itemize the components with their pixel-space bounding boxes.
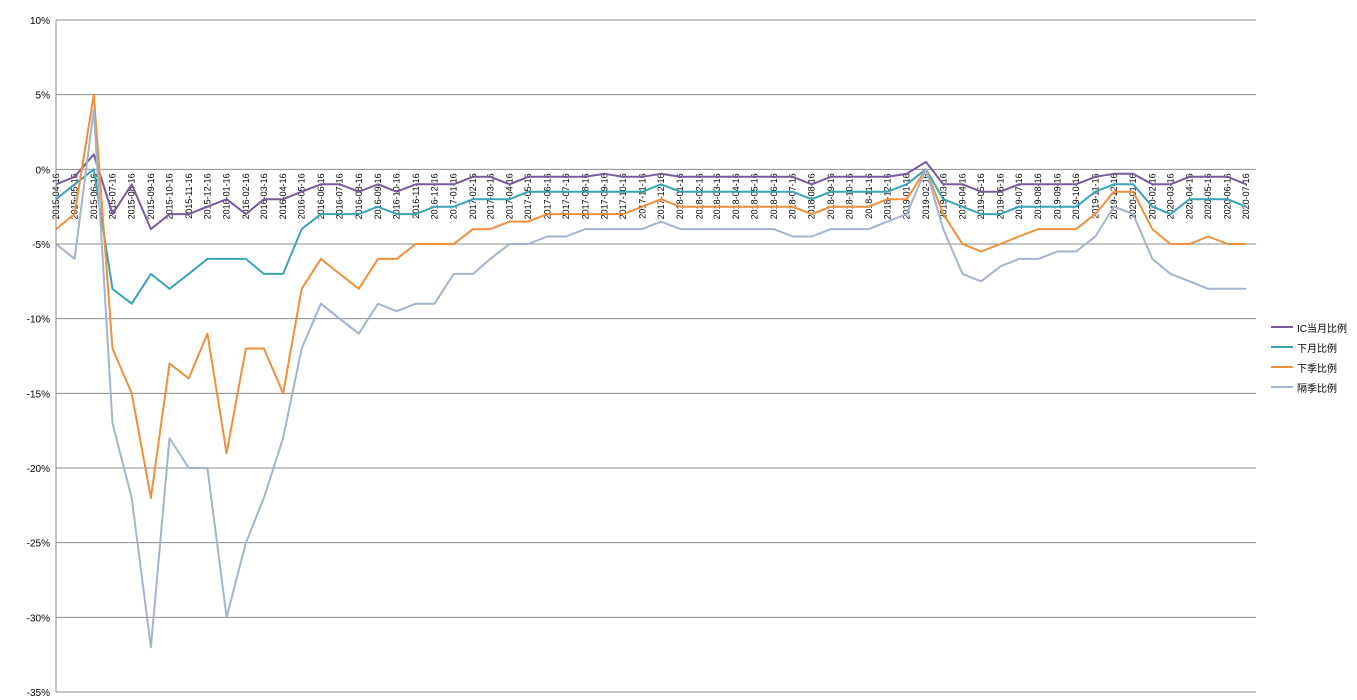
y-tick-label: 10% xyxy=(30,16,50,27)
x-tick-label: 2019-06-16 xyxy=(995,173,1005,219)
y-tick-label: -35% xyxy=(27,688,50,699)
x-tick-label: 2016-01-16 xyxy=(222,173,232,219)
x-tick-label: 2019-11-16 xyxy=(1090,173,1100,218)
y-axis: 10% 5% 0% -5% -10% -15% -20% -25% -30% -35% xyxy=(27,16,50,699)
y-tick-label: -20% xyxy=(27,464,50,475)
x-tick-label: 2015-06-16 xyxy=(89,173,99,219)
x-tick-label: 2018-05-16 xyxy=(750,173,760,219)
x-tick-label: 2018-06-16 xyxy=(769,173,779,219)
x-tick-label: 2017-05-16 xyxy=(523,173,533,219)
x-tick-label: 2018-04-16 xyxy=(731,173,741,219)
x-tick-label: 2016-08-16 xyxy=(354,173,364,219)
x-tick-label: 2018-01-16 xyxy=(675,173,685,219)
x-tick-label: 2019-08-16 xyxy=(1033,173,1043,219)
legend-label: IC当月比例 xyxy=(1297,323,1347,335)
legend-item: 下月比例 xyxy=(1271,337,1357,357)
series-line-3 xyxy=(55,108,1247,649)
legend-label: 下月比例 xyxy=(1297,343,1337,355)
x-tick-label: 2017-08-16 xyxy=(580,173,590,219)
y-tick-label: 5% xyxy=(36,91,51,102)
x-tick-label: 2018-09-16 xyxy=(826,173,836,219)
x-tick-label: 2016-03-16 xyxy=(259,173,269,219)
x-tick-label: 2017-10-16 xyxy=(618,173,628,219)
x-tick-label: 2020-03-16 xyxy=(1165,173,1175,219)
x-tick-label: 2016-10-16 xyxy=(392,173,402,219)
x-tick-label: 2020-01-16 xyxy=(1128,173,1138,219)
x-tick-label: 2015-05-16 xyxy=(70,173,80,219)
x-tick-label: 2019-05-16 xyxy=(976,173,986,219)
y-tick-label: -10% xyxy=(27,315,50,326)
x-tick-label: 2019-10-16 xyxy=(1071,173,1081,219)
series-lines xyxy=(55,93,1247,649)
legend-swatch xyxy=(1271,346,1293,348)
legend-swatch xyxy=(1271,366,1293,368)
x-tick-label: 2020-04-16 xyxy=(1185,173,1195,219)
x-tick-label: 2015-08-16 xyxy=(127,173,137,219)
legend-item: IC当月比例 xyxy=(1271,317,1357,337)
x-tick-label: 2019-12-16 xyxy=(1109,173,1119,219)
x-tick-label: 2018-10-16 xyxy=(845,173,855,219)
x-tick-label: 2016-05-16 xyxy=(297,173,307,219)
x-tick-label: 2020-05-16 xyxy=(1203,173,1213,219)
y-tick-label: -15% xyxy=(27,389,50,400)
x-tick-label: 2019-09-16 xyxy=(1052,173,1062,219)
y-tick-label: -25% xyxy=(27,539,50,550)
x-tick-label: 2016-11-16 xyxy=(411,173,421,218)
x-tick-label: 2016-09-16 xyxy=(373,173,383,219)
legend-item: 隔季比例 xyxy=(1271,377,1357,397)
x-tick-label: 2020-06-16 xyxy=(1222,173,1232,219)
x-tick-label: 2017-04-16 xyxy=(505,173,515,219)
x-tick-label: 2016-02-16 xyxy=(241,173,251,219)
x-tick-label: 2016-06-16 xyxy=(316,173,326,219)
grid-lines xyxy=(56,19,1256,693)
x-tick-label: 2018-11-16 xyxy=(864,173,874,218)
x-tick-label: 2017-06-16 xyxy=(542,173,552,219)
x-tick-label: 2017-03-16 xyxy=(485,173,495,219)
x-tick-label: 2015-10-16 xyxy=(165,173,175,219)
x-tick-label: 2015-11-16 xyxy=(184,173,194,218)
x-tick-label: 2016-04-16 xyxy=(278,173,288,219)
legend-label: 下季比例 xyxy=(1297,363,1337,375)
x-tick-label: 2015-09-16 xyxy=(146,173,156,219)
x-tick-label: 2019-07-16 xyxy=(1014,173,1024,219)
x-tick-label: 2020-07-16 xyxy=(1241,173,1251,219)
x-tick-label: 2015-12-16 xyxy=(202,173,212,219)
series-line-1 xyxy=(55,168,1247,305)
y-tick-label: 0% xyxy=(36,165,51,176)
x-tick-label: 2017-11-16 xyxy=(637,173,647,218)
x-tick-label: 2019-01-16 xyxy=(902,173,912,219)
x-tick-label: 2017-09-16 xyxy=(600,173,610,219)
x-tick-label: 2017-01-16 xyxy=(449,173,459,219)
legend-label: 隔季比例 xyxy=(1297,383,1337,395)
series-line-2 xyxy=(55,93,1247,499)
legend-swatch xyxy=(1271,326,1293,328)
x-tick-label: 2017-12-16 xyxy=(656,173,666,219)
x-tick-label: 2020-02-16 xyxy=(1147,173,1157,219)
x-tick-label: 2019-03-16 xyxy=(938,173,948,219)
x-tick-label: 2015-07-16 xyxy=(107,173,117,219)
x-tick-label: 2018-02-16 xyxy=(694,173,704,219)
x-tick-label: 2019-02-16 xyxy=(921,173,931,219)
x-tick-label: 2018-08-16 xyxy=(807,173,817,219)
legend: IC当月比例 下月比例下季比例隔季比例 xyxy=(1271,317,1357,397)
legend-swatch xyxy=(1271,386,1293,388)
x-tick-label: 2018-07-16 xyxy=(788,173,798,219)
x-axis: 2015-04-16 2015-05-16 2015-06-16 2015-07-16… xyxy=(51,173,1251,219)
x-tick-label: 2017-07-16 xyxy=(561,173,571,219)
x-tick-label: 2016-07-16 xyxy=(335,173,345,219)
y-tick-label: -30% xyxy=(27,613,50,624)
x-tick-label: 2016-12-16 xyxy=(429,173,439,219)
x-tick-label: 2019-04-16 xyxy=(958,173,968,219)
series-line-0 xyxy=(55,153,1247,231)
x-tick-label: 2017-02-16 xyxy=(468,173,478,219)
legend-item: 下季比例 xyxy=(1271,357,1357,377)
x-tick-label: 2018-03-16 xyxy=(712,173,722,219)
y-tick-label: -5% xyxy=(32,240,50,251)
x-tick-label: 2018-12-16 xyxy=(882,173,892,219)
